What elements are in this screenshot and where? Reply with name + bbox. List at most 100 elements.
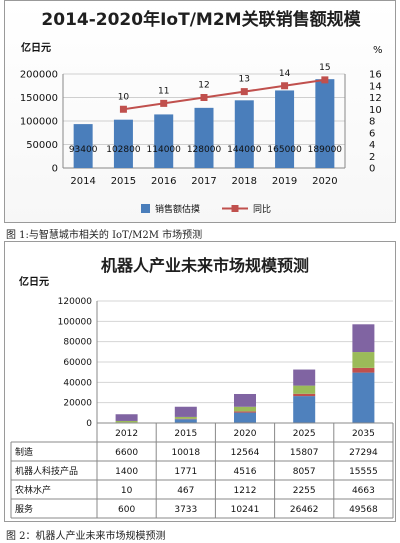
table-cell: 12564 bbox=[231, 448, 260, 458]
x-tick-label: 2025 bbox=[293, 429, 316, 439]
x-tick-label: 2018 bbox=[232, 176, 257, 187]
bar bbox=[315, 79, 335, 168]
y-tick-label: 60000 bbox=[63, 358, 92, 368]
table-cell: 15807 bbox=[290, 448, 319, 458]
stacked-bar-segment bbox=[352, 372, 375, 423]
y2-tick-label: 10 bbox=[369, 105, 382, 116]
stacked-bar-segment bbox=[293, 393, 316, 397]
legend-swatch bbox=[231, 205, 239, 212]
table-cell: 1212 bbox=[234, 486, 257, 496]
stacked-bar-segment bbox=[234, 411, 256, 413]
stacked-bar-segment bbox=[352, 352, 375, 368]
y-tick-label: 80000 bbox=[63, 338, 92, 348]
y2-tick-label: 4 bbox=[369, 140, 375, 151]
stacked-bar-segment bbox=[352, 367, 375, 373]
bar bbox=[113, 119, 133, 168]
y2-tick-label: 8 bbox=[369, 117, 375, 128]
line-point bbox=[240, 88, 248, 96]
bar-data-label: 114000 bbox=[147, 145, 182, 155]
stacked-bar-segment bbox=[293, 396, 316, 423]
bar-data-label: 144000 bbox=[227, 145, 262, 155]
legend-swatch bbox=[141, 204, 150, 213]
y-tick-label: 150000 bbox=[20, 93, 58, 104]
line-data-label: 13 bbox=[239, 75, 250, 85]
table-cell: 8057 bbox=[293, 467, 316, 477]
table-cell: 1400 bbox=[115, 467, 138, 477]
figure-2-caption: 图 2：机器人产业未来市场规模预测 bbox=[6, 531, 166, 542]
y2-tick-label: 14 bbox=[369, 81, 382, 92]
series-line bbox=[123, 78, 326, 111]
figure-1-caption: 图 1:与智慧城市相关的 IoT/M2M 市场预测 bbox=[6, 230, 203, 241]
x-tick-label: 2015 bbox=[174, 429, 197, 439]
line-point bbox=[321, 76, 329, 84]
y-tick-label: 120000 bbox=[58, 297, 93, 307]
stacked-bar-segment bbox=[174, 406, 197, 417]
y-tick-label: 100000 bbox=[20, 117, 58, 128]
table-cell: 10018 bbox=[171, 448, 200, 458]
bar-data-label: 102800 bbox=[106, 145, 141, 155]
y2-axis-unit: % bbox=[373, 45, 383, 56]
y-tick-label: 0 bbox=[86, 419, 92, 429]
line-data-label: 11 bbox=[158, 86, 169, 96]
stacked-bar-segment bbox=[174, 419, 197, 423]
chart-panel-iot: 2014-2020年IoT/M2M关联销售额规模 亿日元% 0 50000 100000… bbox=[4, 0, 396, 223]
stacked-bar-segment bbox=[234, 412, 256, 423]
y-tick-label: 200000 bbox=[20, 70, 58, 81]
line-point bbox=[119, 105, 127, 113]
y2-tick-label: 12 bbox=[369, 93, 382, 104]
line-point bbox=[160, 99, 168, 107]
stacked-bar-segment bbox=[293, 369, 316, 386]
bar-data-label: 165000 bbox=[267, 145, 302, 155]
table-cell: 467 bbox=[177, 486, 194, 496]
bar bbox=[154, 114, 174, 168]
table-cell: 27294 bbox=[349, 448, 378, 458]
line-data-label: 15 bbox=[319, 63, 330, 73]
stacked-bar-segment bbox=[293, 385, 316, 394]
table-cell: 4663 bbox=[352, 486, 375, 496]
y-tick-label: 40000 bbox=[63, 378, 92, 388]
stacked-bar-segment bbox=[352, 324, 375, 353]
y2-tick-label: 2 bbox=[369, 152, 375, 163]
bar-data-label: 93400 bbox=[69, 145, 98, 155]
chart-title: 机器人产业未来市场规模预测 bbox=[101, 256, 309, 275]
bar bbox=[194, 107, 214, 168]
table-row-label: 机器人科技产品 bbox=[15, 465, 78, 477]
table-cell: 49568 bbox=[349, 505, 378, 515]
y2-tick-label: 6 bbox=[369, 128, 375, 139]
bar bbox=[73, 124, 93, 168]
stacked-bar-segment bbox=[174, 416, 197, 419]
bar bbox=[275, 90, 295, 168]
y-axis-unit: 亿日元 bbox=[21, 41, 51, 54]
bar-data-label: 189000 bbox=[308, 145, 343, 155]
x-tick-label: 2019 bbox=[272, 176, 297, 187]
table-cell: 3733 bbox=[174, 505, 197, 515]
stacked-bar-segment bbox=[234, 393, 256, 407]
table-cell: 26462 bbox=[290, 505, 319, 515]
x-tick-label: 2012 bbox=[115, 429, 138, 439]
x-tick-label: 2020 bbox=[312, 176, 337, 187]
legend-label: 销售额估摸 bbox=[155, 203, 200, 215]
line-data-label: 14 bbox=[279, 69, 291, 79]
x-tick-label: 2014 bbox=[70, 176, 95, 187]
stacked-bar-segment bbox=[234, 406, 256, 412]
y2-tick-label: 0 bbox=[369, 164, 375, 175]
table-cell: 10241 bbox=[231, 505, 260, 515]
y-axis-unit: 亿日元 bbox=[19, 275, 49, 288]
bar bbox=[234, 100, 254, 168]
table-cell: 15555 bbox=[349, 467, 378, 477]
line-point bbox=[200, 94, 208, 101]
line-data-label: 10 bbox=[118, 92, 130, 102]
x-tick-label: 2015 bbox=[111, 176, 136, 187]
bar-data-label: 128000 bbox=[187, 145, 222, 155]
y2-tick-label: 16 bbox=[369, 70, 382, 81]
y-tick-label: 100000 bbox=[58, 317, 93, 327]
y-tick-label: 20000 bbox=[63, 399, 92, 409]
legend-label: 同比 bbox=[253, 203, 271, 215]
x-tick-label: 2020 bbox=[234, 429, 257, 439]
y-tick-label: 0 bbox=[52, 164, 58, 175]
x-tick-label: 2016 bbox=[151, 176, 176, 187]
table-row-label: 农林水产 bbox=[15, 484, 51, 496]
table-cell: 2255 bbox=[293, 486, 316, 496]
